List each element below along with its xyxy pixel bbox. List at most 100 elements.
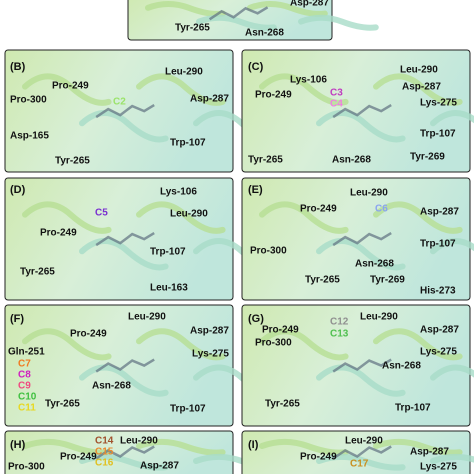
ligand: [332, 358, 392, 373]
residue-label: Asp-287: [420, 325, 459, 336]
residue-label: Trp-107: [420, 129, 456, 140]
compound-label: C8: [18, 370, 31, 381]
compound-label: C16: [95, 458, 114, 469]
compound-label: C3: [330, 88, 343, 99]
compound-label: C12: [330, 317, 349, 328]
ribbon: [22, 201, 112, 234]
residue-label: Pro-249: [300, 452, 337, 463]
ribbon: [430, 238, 474, 255]
compound-label: C15: [95, 447, 114, 458]
compound-label: C10: [18, 392, 37, 403]
ribbon: [373, 73, 463, 106]
residue-label: His-273: [420, 286, 456, 297]
residue-label: Lys-106: [290, 75, 327, 86]
residue-label: Gln-251: [8, 347, 45, 358]
residue-label: Tyr-269: [410, 152, 445, 163]
residue-label: Pro-249: [60, 452, 97, 463]
residue-label: Leu-163: [150, 283, 188, 294]
panel-label: (C): [248, 61, 264, 73]
ligand: [208, 6, 269, 21]
compound-label: C4: [330, 99, 343, 110]
ribbon: [145, 0, 226, 17]
panel-label: (H): [10, 439, 26, 451]
residue-label: Pro-249: [70, 329, 107, 340]
panel: Asp-287 Tyr-265 Asn-268: [127, 0, 379, 41]
residue-label: Leu-290: [350, 188, 388, 199]
residue-label: Tyr-265: [305, 275, 340, 286]
residue-label: Asp-287: [190, 326, 229, 337]
residue-label: Trp-107: [420, 239, 456, 250]
ribbon: [79, 453, 169, 471]
panel: (I) Leu-290 Asp-287 Pro-249 C17 Lys-275: [241, 430, 474, 474]
residue-label: Tyr-265: [45, 399, 80, 410]
ribbon: [373, 328, 463, 361]
ribbon: [259, 73, 349, 106]
panel: (G) Leu-290 C12 Pro-249 Pro-300 C13 Asp-287 Lys…: [241, 304, 474, 427]
ligand: [332, 232, 392, 247]
ribbon: [373, 438, 463, 456]
ribbon: [316, 238, 406, 271]
residue-label: Lys-106: [160, 187, 197, 198]
residue-label: Tyr-265: [55, 156, 90, 167]
ribbon: [79, 238, 169, 271]
residue-label: Asn-268: [245, 28, 284, 39]
compound-label: C2: [113, 97, 126, 108]
panel-label: (I): [248, 439, 259, 451]
residue-label: Lys-275: [192, 349, 229, 360]
ribbon: [136, 73, 226, 106]
ribbon: [316, 110, 406, 143]
ribbon: [247, 0, 328, 17]
residue-label: Trp-107: [395, 403, 431, 414]
residue-label: Asp-287: [190, 94, 229, 105]
panel: (F) Leu-290 Pro-249 Asp-287 Gln-251C7C8C9C10…: [4, 304, 283, 427]
residue-label: Asp-287: [420, 207, 459, 218]
residue-label: Lys-275: [420, 98, 457, 109]
residue-label: Pro-249: [52, 81, 89, 92]
panel-label: (E): [248, 184, 263, 196]
ligand: [332, 445, 392, 460]
residue-label: Leu-290: [120, 436, 158, 447]
ligand: [95, 104, 155, 119]
residue-label: Asp-287: [290, 0, 329, 9]
residue-label: Asn-268: [332, 155, 371, 166]
compound-label: C13: [330, 329, 349, 340]
residue-label: Pro-300: [250, 246, 287, 257]
panel: (B) Leu-290 Pro-249 Pro-300 C2 Asp-287 Asp-165…: [4, 49, 283, 173]
residue-label: Tyr-269: [370, 275, 405, 286]
residue-label: Tyr-265: [265, 399, 300, 410]
residue-label: Pro-300: [255, 338, 292, 349]
ligand: [332, 104, 392, 119]
ribbon: [430, 110, 474, 127]
compound-label: C14: [95, 436, 114, 447]
ligand: [95, 232, 155, 247]
ligand: [95, 358, 155, 373]
panel-label: (B): [10, 61, 26, 73]
compound-label: C9: [18, 381, 31, 392]
residue-label: Trp-107: [150, 247, 186, 258]
residue-label: Asp-287: [402, 82, 441, 93]
residue-label: Tyr-265: [175, 23, 210, 34]
residue-label: Leu-290: [170, 209, 208, 220]
residue-label: Asn-268: [92, 381, 131, 392]
residue-label: Trp-107: [170, 404, 206, 415]
residue-label: Asp-287: [410, 447, 449, 458]
compound-label: C5: [95, 208, 108, 219]
residue-label: Leu-290: [400, 65, 438, 76]
ribbon: [22, 73, 112, 106]
ribbon: [22, 438, 112, 456]
ribbon: [22, 328, 112, 361]
ribbon: [373, 201, 463, 234]
compound-label: C11: [18, 403, 36, 414]
residue-label: Leu-290: [165, 67, 203, 78]
residue-label: Tyr-265: [248, 155, 283, 166]
residue-label: Pro-249: [255, 90, 292, 101]
residue-label: Pro-249: [300, 204, 337, 215]
ribbon: [430, 364, 474, 381]
ribbon: [79, 110, 169, 143]
ribbon: [136, 438, 226, 456]
ligand: [95, 445, 155, 460]
ribbon: [136, 328, 226, 361]
